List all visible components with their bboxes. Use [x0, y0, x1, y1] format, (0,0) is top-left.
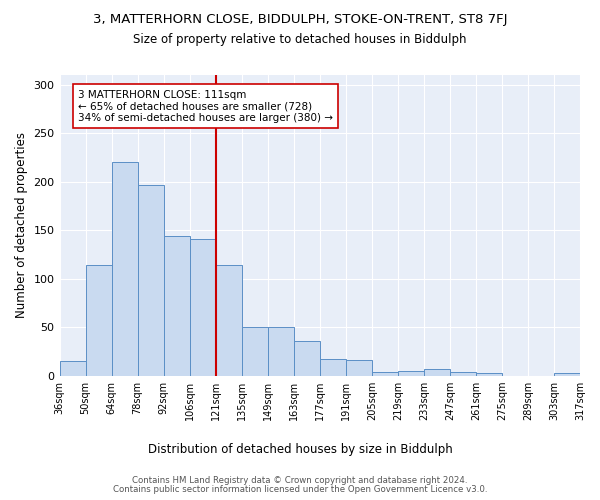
Text: 3, MATTERHORN CLOSE, BIDDULPH, STOKE-ON-TRENT, ST8 7FJ: 3, MATTERHORN CLOSE, BIDDULPH, STOKE-ON-…	[93, 12, 507, 26]
Text: 3 MATTERHORN CLOSE: 111sqm
← 65% of detached houses are smaller (728)
34% of sem: 3 MATTERHORN CLOSE: 111sqm ← 65% of deta…	[78, 90, 333, 122]
Bar	[112, 162, 137, 376]
Bar	[164, 236, 190, 376]
Bar	[137, 184, 164, 376]
Bar	[346, 360, 372, 376]
Bar	[59, 361, 86, 376]
Text: Size of property relative to detached houses in Biddulph: Size of property relative to detached ho…	[133, 32, 467, 46]
Bar	[190, 239, 215, 376]
Bar	[268, 327, 294, 376]
Bar	[450, 372, 476, 376]
Bar	[320, 359, 346, 376]
Bar	[424, 369, 450, 376]
Bar	[372, 372, 398, 376]
Bar	[242, 327, 268, 376]
Y-axis label: Number of detached properties: Number of detached properties	[15, 132, 28, 318]
Text: Contains public sector information licensed under the Open Government Licence v3: Contains public sector information licen…	[113, 485, 487, 494]
Bar	[476, 372, 502, 376]
Bar	[398, 371, 424, 376]
Bar	[554, 372, 580, 376]
Text: Contains HM Land Registry data © Crown copyright and database right 2024.: Contains HM Land Registry data © Crown c…	[132, 476, 468, 485]
Text: Distribution of detached houses by size in Biddulph: Distribution of detached houses by size …	[148, 442, 452, 456]
Bar	[86, 265, 112, 376]
Bar	[294, 340, 320, 376]
Bar	[215, 265, 242, 376]
